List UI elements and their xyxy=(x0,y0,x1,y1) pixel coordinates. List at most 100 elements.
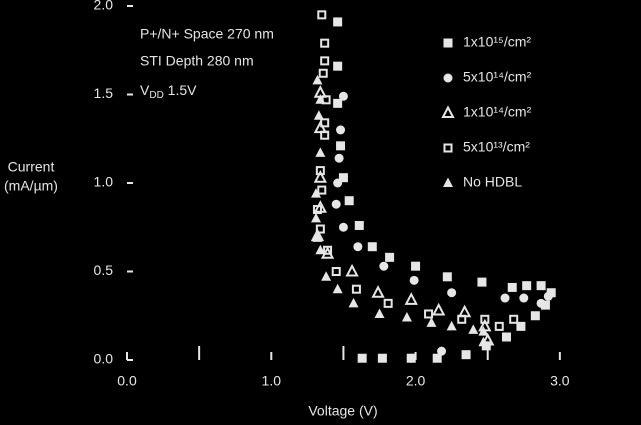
marker xyxy=(315,166,325,176)
marker xyxy=(478,326,489,336)
marker xyxy=(442,272,452,282)
marker xyxy=(317,10,327,20)
marker xyxy=(353,242,363,252)
y-tick-label: 1.0 xyxy=(94,174,114,190)
marker xyxy=(331,267,341,276)
marker xyxy=(494,321,504,331)
marker xyxy=(315,94,326,104)
marker xyxy=(478,336,489,347)
marker xyxy=(320,130,330,140)
marker xyxy=(317,185,327,195)
marker xyxy=(409,275,419,285)
marker xyxy=(332,283,343,294)
marker xyxy=(446,320,457,331)
marker xyxy=(333,98,343,108)
marker xyxy=(320,118,330,128)
annotation: VDD 1.5V xyxy=(140,82,197,101)
marker xyxy=(313,110,324,120)
marker xyxy=(374,308,385,318)
marker xyxy=(501,332,511,342)
marker xyxy=(546,288,556,298)
legend-label: No HDBL xyxy=(463,174,522,190)
x-tick-label: 1.0 xyxy=(262,373,282,389)
legend-label: 5x10¹⁴/cm² xyxy=(463,69,532,85)
marker xyxy=(377,353,387,363)
marker xyxy=(331,199,341,209)
marker xyxy=(320,56,330,66)
marker xyxy=(315,224,325,234)
y-tick-label: 0.5 xyxy=(94,262,114,278)
x-tick-label: 3.0 xyxy=(550,373,570,389)
marker xyxy=(443,143,453,153)
marker xyxy=(312,232,323,242)
marker xyxy=(443,38,453,48)
marker xyxy=(367,242,377,252)
y-axis-label: (mA/µm) xyxy=(4,178,58,194)
marker xyxy=(441,105,455,118)
marker xyxy=(411,261,421,271)
marker xyxy=(345,263,359,277)
marker xyxy=(522,281,532,291)
annotation-part: DD xyxy=(149,90,163,101)
marker xyxy=(516,321,526,331)
y-tick-label: 2.0 xyxy=(94,0,114,13)
marker xyxy=(320,38,330,48)
marker xyxy=(344,196,354,206)
marker xyxy=(333,178,343,188)
marker xyxy=(432,353,442,363)
marker xyxy=(540,300,550,310)
marker xyxy=(336,141,346,151)
marker xyxy=(311,188,322,198)
legend-label: 1x10¹⁵/cm² xyxy=(463,34,531,50)
marker xyxy=(437,346,447,356)
marker xyxy=(477,277,487,287)
marker xyxy=(519,293,529,303)
y-tick-label: 0.0 xyxy=(94,351,114,367)
y-axis-label: Current xyxy=(8,159,55,175)
x-tick-label: 2.0 xyxy=(406,373,426,389)
marker xyxy=(313,170,327,183)
marker xyxy=(338,222,348,232)
marker xyxy=(338,91,348,101)
marker xyxy=(404,292,418,305)
marker xyxy=(315,147,326,157)
marker xyxy=(457,304,472,318)
marker xyxy=(371,285,385,298)
marker xyxy=(480,314,490,324)
marker xyxy=(354,220,364,230)
annotation-part: 1.5V xyxy=(164,82,197,98)
annotation: P+/N+ Space 270 nm xyxy=(140,26,274,42)
annotation-part: V xyxy=(140,82,150,98)
marker xyxy=(385,252,395,262)
marker xyxy=(333,17,343,27)
marker xyxy=(536,281,546,291)
marker xyxy=(379,261,389,271)
marker xyxy=(323,245,333,255)
marker xyxy=(318,68,328,78)
marker xyxy=(348,297,359,308)
marker xyxy=(383,298,393,308)
marker xyxy=(338,173,348,183)
marker xyxy=(443,73,453,83)
marker xyxy=(461,350,471,360)
marker xyxy=(315,244,326,255)
marker xyxy=(357,353,367,363)
marker xyxy=(500,293,510,303)
legend-label: 5x10¹³/cm² xyxy=(463,139,530,155)
marker xyxy=(321,271,332,281)
marker xyxy=(481,332,495,346)
marker xyxy=(530,311,540,321)
marker xyxy=(424,309,434,319)
x-axis-label: Voltage (V) xyxy=(308,403,377,419)
marker xyxy=(334,153,344,163)
marker xyxy=(543,291,553,301)
marker xyxy=(443,177,453,187)
marker xyxy=(351,284,361,294)
marker xyxy=(468,324,479,334)
marker xyxy=(457,314,467,324)
marker xyxy=(406,353,416,363)
marker xyxy=(507,282,517,292)
legend-label: 1x10¹⁴/cm² xyxy=(463,104,532,120)
